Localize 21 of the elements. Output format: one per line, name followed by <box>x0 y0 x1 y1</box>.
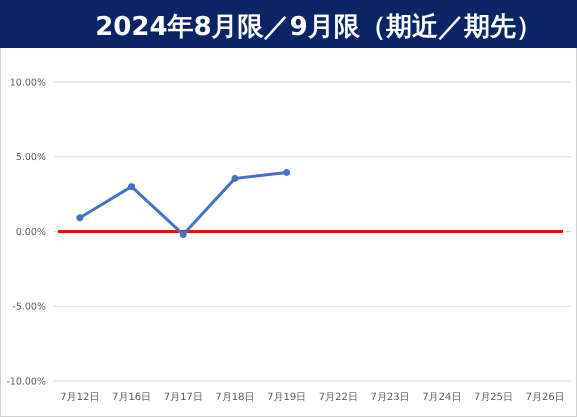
x-tick-label: 7月24日 <box>422 392 462 403</box>
x-tick-label: 7月19日 <box>267 392 306 403</box>
point <box>76 214 84 222</box>
x-tick-label: 7月16日 <box>112 392 152 403</box>
point <box>231 174 238 182</box>
point <box>128 183 136 190</box>
x-tick-label: 7月22日 <box>318 392 358 403</box>
x-tick-label: 7月26日 <box>526 392 565 403</box>
x-tick-label: 7月17日 <box>164 392 203 403</box>
x-tick-label: 7月18日 <box>215 392 254 403</box>
y-tick-label: 10.00% <box>10 77 46 88</box>
chart-title: 2024年8月限／9月限（期近／期先） <box>95 12 542 42</box>
x-tick-label: 7月12日 <box>60 392 100 403</box>
y-tick-label: 0.00% <box>16 226 46 238</box>
point <box>180 230 187 238</box>
point <box>283 168 290 176</box>
y-tick-label: -5.00% <box>12 302 46 313</box>
x-tick-label: 7月23日 <box>370 392 410 403</box>
y-tick-label: 5.00% <box>16 152 46 164</box>
x-tick-label: 7月25日 <box>474 392 513 403</box>
y-tick-label: -10.00% <box>6 376 46 388</box>
